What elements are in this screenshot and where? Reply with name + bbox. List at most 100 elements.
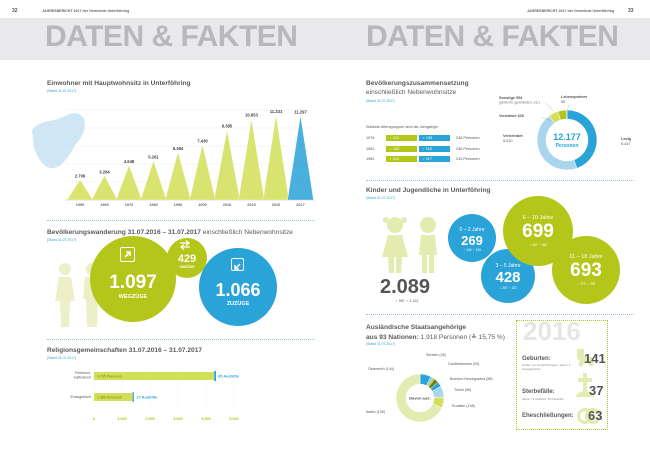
baby-carriage-icon <box>577 349 594 367</box>
right-page-header: JAHRESBERICHT 2017 der Gemeinde Unterföh… <box>527 9 615 13</box>
left-page-title: DATEN & FAKTEN <box>45 20 298 53</box>
wegzuege-arrow-icon <box>120 247 135 262</box>
umzuege-value: 429 <box>177 253 197 265</box>
zuzuege-label: ZUZÜGE <box>226 300 250 307</box>
einwohner-chart: 2.706 1950 3.264 1960 4.648 1970 5.261 1980 6.39… <box>32 109 315 207</box>
zuzuege-arrow-icon <box>231 258 244 271</box>
kinder-title: Kinder und Jugendliche in Unterföhring <box>366 187 491 194</box>
religion-bar <box>94 372 215 380</box>
year-tick-label: 2015 <box>247 203 255 207</box>
ledig-label: Ledig <box>621 137 632 141</box>
wanderung-title-bold: Bevölkerungswanderung 31.07.2016 – 31.07… <box>47 229 201 236</box>
familienstand-slice <box>565 109 568 120</box>
population-peak <box>262 114 290 201</box>
einwohner-stand: (Stand 31.07.2017) <box>47 89 77 93</box>
religion-stand: (Stand 31.07.2017) <box>47 356 77 360</box>
religion-bar-label: 4.295 Personen <box>97 374 122 378</box>
lake-map-shape <box>32 112 85 169</box>
altersgruppe-male: ♂ 117 <box>419 156 450 162</box>
donut-center-label: Davon aus: <box>409 396 431 401</box>
category-label: katholisch <box>74 376 91 380</box>
year-tick-label: 1960 <box>100 203 108 207</box>
right-title-band <box>325 18 650 60</box>
donut-unit: Personen <box>556 143 579 149</box>
altersgruppe-total: 248 Personen <box>456 136 480 140</box>
altersgruppen-header: Stärkste Altersgruppen sind die Jahrgäng… <box>366 125 439 129</box>
year-tick-label: 1970 <box>125 203 133 207</box>
population-value-label: 7.430 <box>197 138 208 143</box>
altersgruppe-male: ♂ 135 <box>419 135 450 141</box>
kinder-value: 269 <box>461 232 483 248</box>
geburten-note: Kinder von Unterföhringern, davon 2 Haus… <box>522 363 571 371</box>
leader-line <box>540 116 552 122</box>
umzuege-arrows-icon <box>179 237 191 250</box>
sonstige-label: Sonstige 554 <box>499 96 523 100</box>
wanderung-title-light: einschließlich Nebenwohnsitze <box>200 229 293 236</box>
category-label: Evangelisch <box>71 395 91 399</box>
kinder-split: ♀ 140 ♂ 129 <box>462 247 482 252</box>
verheiratet-value: 5.510 <box>503 139 513 143</box>
left-page-number: 32 <box>12 8 18 14</box>
altersgruppe-year: 1981 <box>366 146 375 151</box>
kinder-age-unit: Jahre <box>539 215 554 221</box>
population-value-label: 4.648 <box>124 159 135 164</box>
umzuege-label: UMZÜGE <box>179 265 195 269</box>
kinder-age-label: 11 – 18 <box>569 254 588 260</box>
population-value-label: 6.394 <box>173 146 184 151</box>
einwohner-title: Einwohner mit Hauptwohnsitz in Unterföhr… <box>47 80 191 87</box>
kinder-stand: (Stand 31.07.2017) <box>366 196 396 200</box>
x-tick-label: 4.000 <box>201 417 211 421</box>
religion-bar <box>94 393 133 401</box>
sterbe-note: davon 72 weiblich, 75 männlich <box>522 397 564 401</box>
kinder-age-unit: Jahre <box>472 226 485 233</box>
x-tick-label: 0 <box>93 417 95 421</box>
x-tick-label: 2.000 <box>145 417 155 421</box>
religion-chart: 0 1.000 2.000 3.000 4.000 5.000 Römisch-kathol… <box>71 366 239 421</box>
divider <box>366 180 634 181</box>
sonstige-note: (getrennt, geschieden, etc.) <box>499 101 540 105</box>
geburten-value: 141 <box>584 351 606 366</box>
ehe-value: 63 <box>588 408 603 423</box>
wanderung-stand: (Stand 31.07.2017) <box>47 238 77 242</box>
kinder-split: ♀ 337 ♂ 362 <box>528 243 548 247</box>
leader-line <box>544 101 556 114</box>
kinder-value: 693 <box>570 260 602 281</box>
wanderung-title: Bevölkerungswanderung 31.07.2016 – 31.07… <box>47 229 293 236</box>
year-tick-label: 2000 <box>198 203 206 207</box>
nation-label: Kroatien (148) <box>452 404 475 408</box>
x-tick-label: 1.000 <box>117 417 127 421</box>
population-value-label: 2.706 <box>75 174 86 179</box>
left-title-band <box>0 18 325 60</box>
altersgruppe-row: 1976 ♀ 113 ♂ 135 248 Personen <box>366 134 496 142</box>
arrow-up-right-icon <box>124 251 131 258</box>
population-value-label: 5.261 <box>148 155 159 160</box>
auslaendisch-stand: (Stand 31.07.2017) <box>366 342 396 346</box>
geburten-label: Geburten: <box>522 356 551 362</box>
category-label: Römisch- <box>75 371 92 375</box>
ehe-label: Eheschließungen: <box>522 413 574 419</box>
population-peak <box>213 129 241 201</box>
leader-line <box>566 104 570 112</box>
altersgruppe-total: 233 Personen <box>456 157 480 161</box>
divider <box>47 220 315 221</box>
divider <box>47 339 315 340</box>
left-page-header: JAHRESBERICHT 2017 der Gemeinde Unterföh… <box>42 9 130 13</box>
population-peak <box>164 151 192 201</box>
zusammensetzung-stand: (Stand 31.07.2017) <box>366 99 396 103</box>
zusammensetzung-subtitle: einschließlich Nebenwohnsitze <box>366 89 457 96</box>
kinder-total: 2.089 <box>380 276 431 298</box>
verheiratet-label: Verheiratet <box>503 134 523 138</box>
altersgruppe-row: 1981 ♀ 120 ♂ 116 236 Personen <box>366 145 496 153</box>
altersgruppe-row: 1982 ♀ 116 ♂ 117 233 Personen <box>366 155 496 163</box>
wegzuege-circle: 1.097 WEGZÜGE <box>90 236 176 322</box>
wegzuege-value: 1.097 <box>109 272 157 293</box>
nation-label: Österreich (144) <box>368 367 394 371</box>
population-peak <box>238 118 265 201</box>
altersgruppe-year: 1976 <box>366 136 375 140</box>
arrow-down-left-icon <box>234 263 241 270</box>
year-tick-label: 2017 <box>296 203 304 207</box>
population-peak <box>189 144 216 201</box>
right-page-title: DATEN & FAKTEN <box>366 20 619 53</box>
population-value-label: 3.264 <box>99 170 110 175</box>
population-peak <box>66 179 94 201</box>
